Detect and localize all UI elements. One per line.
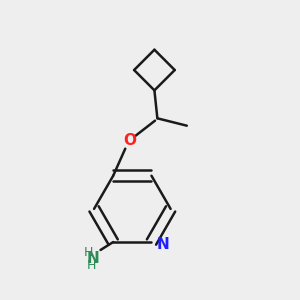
Text: O: O — [123, 133, 136, 148]
Text: H: H — [87, 259, 96, 272]
Text: N: N — [156, 237, 169, 252]
Text: H: H — [84, 246, 93, 260]
Text: N: N — [86, 251, 99, 266]
